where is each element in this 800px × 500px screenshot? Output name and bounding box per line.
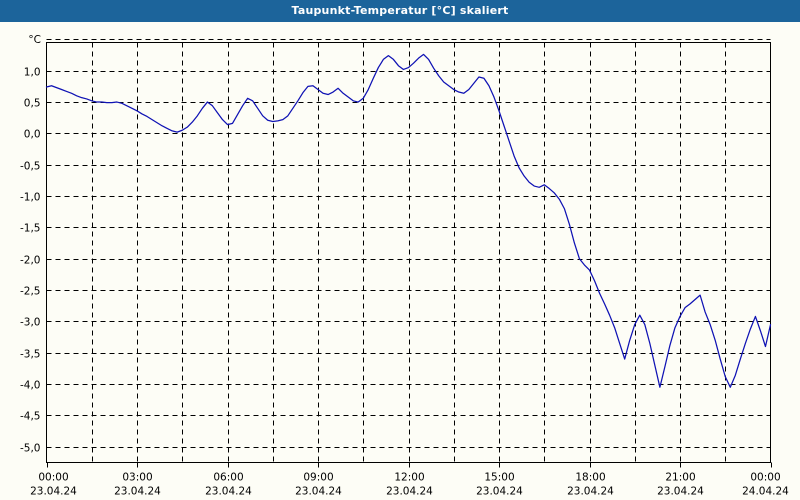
x-axis-date-label: 24.04.24 xyxy=(742,486,789,498)
x-axis-time-label: 21:00 xyxy=(665,472,695,484)
horizontal-gridlines xyxy=(46,39,771,448)
x-axis-date-label: 23.04.24 xyxy=(295,486,342,498)
y-axis-tick-label: -2,5 xyxy=(20,286,41,298)
x-axis-time-label: 09:00 xyxy=(303,472,333,484)
x-axis-time-label: 06:00 xyxy=(213,472,243,484)
x-axis-date-label: 23.04.24 xyxy=(114,486,161,498)
x-axis-time-label: 15:00 xyxy=(484,472,514,484)
y-axis-tick-label: 0,0 xyxy=(24,129,41,141)
window-title-bar: Taupunkt-Temperatur [°C] skaliert xyxy=(0,0,800,22)
y-axis-tick-label: -3,0 xyxy=(20,317,41,329)
x-axis-date-label: 23.04.24 xyxy=(205,486,252,498)
y-axis-tick-label: -4,0 xyxy=(20,380,41,392)
y-axis-tick-label: -3,5 xyxy=(20,349,41,361)
x-axis-date-label: 23.04.24 xyxy=(657,486,704,498)
x-axis-time-label: 03:00 xyxy=(122,472,152,484)
y-axis-unit-label: °C xyxy=(28,34,41,46)
y-axis-tick-label: -4,5 xyxy=(20,411,41,423)
x-axis-tick-labels: 00:00 23.04.24 03:00 23.04.24 06:00 23.04.24 0… xyxy=(30,472,789,498)
y-axis-tick-label: 0,5 xyxy=(24,98,41,110)
plot-area-background xyxy=(46,42,771,462)
line-chart: 1,0 0,5 0,0 -0,5 -1,0 -1,5 -2,0 -2,5 -3,0 -3,5 -4,… xyxy=(20,34,789,498)
y-axis-tick-label: -2,0 xyxy=(20,255,41,267)
x-axis-time-label: 18:00 xyxy=(575,472,605,484)
y-axis-tick-label: -1,5 xyxy=(20,223,41,235)
page-title: Taupunkt-Temperatur [°C] skaliert xyxy=(291,4,509,17)
x-axis-date-label: 23.04.24 xyxy=(567,486,614,498)
y-axis-tick-label: 1,0 xyxy=(24,67,41,79)
x-axis-date-label: 23.04.24 xyxy=(476,486,523,498)
y-axis-tick-label: -0,5 xyxy=(20,161,41,173)
x-axis-time-label: 12:00 xyxy=(394,472,424,484)
chart-canvas: 1,0 0,5 0,0 -0,5 -1,0 -1,5 -2,0 -2,5 -3,0 -3,5 -4,… xyxy=(0,22,800,500)
x-axis-date-label: 23.04.24 xyxy=(386,486,433,498)
data-series-line xyxy=(45,53,772,388)
x-axis-date-label: 23.04.24 xyxy=(30,486,77,498)
x-axis-time-label: 00:00 xyxy=(750,472,780,484)
x-axis-tick-marks xyxy=(47,462,772,468)
y-axis-tick-labels: 1,0 0,5 0,0 -0,5 -1,0 -1,5 -2,0 -2,5 -3,0 -3,5 -4,… xyxy=(20,67,41,455)
y-axis-tick-label: -1,0 xyxy=(20,192,41,204)
x-axis-time-label: 00:00 xyxy=(38,472,68,484)
vertical-gridlines xyxy=(92,42,726,463)
y-axis-tick-label: -5,0 xyxy=(20,443,41,455)
